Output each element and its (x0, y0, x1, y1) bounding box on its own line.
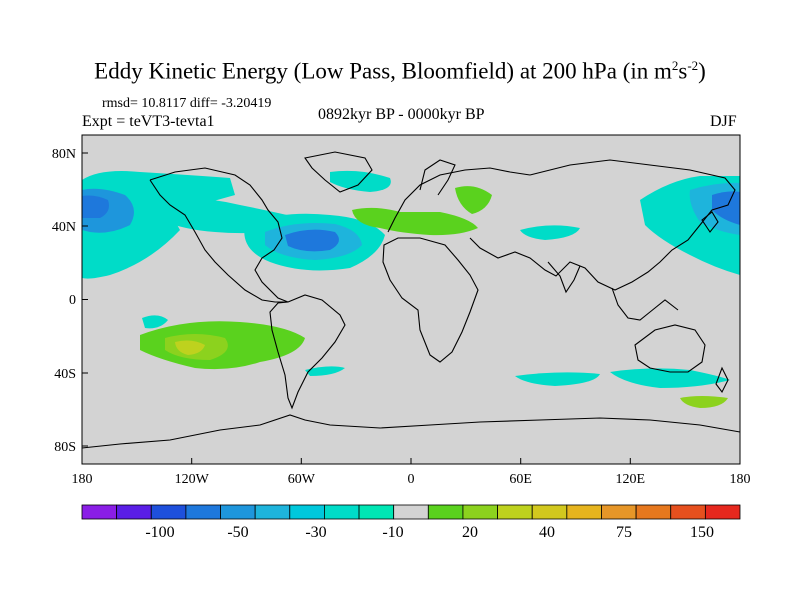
colorbar-box (566, 504, 602, 520)
lon-tick-marks (81, 458, 741, 464)
colorbar-box (220, 504, 256, 520)
coastline-africa (382, 237, 479, 363)
colorbar-label: -100 (145, 524, 174, 541)
lon-tick-label: 60W (288, 472, 316, 487)
coastline-antarctica (81, 414, 741, 449)
lon-tick-label: 60E (509, 472, 532, 487)
colorbar-box (704, 504, 741, 520)
colorbar-label: 75 (616, 524, 632, 541)
colorbar-box (531, 504, 568, 520)
colorbar-box (427, 504, 464, 520)
colorbar-labels: -100 -50 -30 -10 20 40 75 150 (145, 524, 714, 541)
rmsd-diff-stats: rmsd= 10.8117 diff= -3.20419 (102, 96, 272, 111)
lon-tick-label: 120E (616, 472, 646, 487)
colorbar-box (497, 504, 533, 520)
anomaly-north-pacific-core2 (82, 195, 109, 218)
colorbar-box (150, 504, 187, 520)
colorbar-box (324, 504, 360, 520)
lon-tick-label: 0 (408, 472, 415, 487)
colorbar-label: 40 (539, 524, 555, 541)
colorbar-label: 150 (690, 524, 714, 541)
experiment-label: Expt = teVT3-tevta1 (82, 113, 215, 130)
coastline-australia (634, 324, 706, 373)
colorbar-box (635, 504, 672, 520)
lat-tick-label: 80S (54, 440, 76, 455)
coastline-southeast-asia (611, 287, 679, 321)
coastline-north-america-west (149, 179, 288, 303)
coastline-europe (387, 167, 531, 233)
anomaly-west-pacific-core (712, 191, 740, 225)
lon-tick-label: 180 (730, 472, 751, 487)
anomaly-indian-ocean (515, 372, 600, 386)
lon-tick-label: 120W (175, 472, 210, 487)
colorbar-box (462, 504, 498, 520)
coastline-new-zealand (715, 366, 729, 394)
colorbar-box (81, 504, 118, 520)
lat-tick-label: 0 (69, 293, 76, 308)
coastline-north-america (149, 167, 289, 303)
coastline-india (547, 261, 581, 294)
coastline-scandinavia (419, 159, 456, 196)
colorbar-box (116, 504, 152, 520)
colorbar-label: -30 (305, 524, 326, 541)
anomaly-eastern-europe (455, 186, 492, 214)
colorbar-label: 20 (462, 524, 478, 541)
anomaly-shading (82, 170, 740, 408)
anomaly-tasman-positive (680, 396, 728, 408)
chart-title: Eddy Kinetic Energy (Low Pass, Bloomfiel… (94, 58, 706, 84)
colorbar-label: -10 (382, 524, 403, 541)
lat-tick-label: 80N (52, 147, 76, 162)
colorbar-box (289, 504, 325, 520)
colorbar-box (185, 504, 221, 520)
anomaly-mediterranean (352, 207, 478, 236)
anomaly-greenland (330, 170, 391, 192)
lat-tick-label: 40S (54, 367, 76, 382)
coastlines (81, 151, 741, 449)
colorbar-box (601, 504, 637, 520)
lat-tick-marks (82, 152, 88, 447)
lat-tick-label: 40N (52, 220, 76, 235)
coastline-japan (701, 211, 719, 233)
anomaly-southern-atlantic (305, 366, 345, 376)
anomaly-south-pacific-west (142, 315, 168, 329)
lon-tick-label: 180 (72, 472, 93, 487)
anomaly-north-atlantic-core (285, 229, 339, 252)
colorbar-box (670, 504, 706, 520)
season-label: DJF (710, 113, 737, 130)
colorbar-box (393, 504, 429, 520)
anomaly-south-of-australia (610, 368, 730, 388)
coastline-greenland (304, 151, 373, 193)
anomaly-middle-east (520, 225, 580, 240)
colorbar-box (358, 504, 395, 520)
coastline-south-america (269, 294, 346, 410)
colorbar-label: -50 (227, 524, 248, 541)
anomaly-south-pacific-core (175, 340, 205, 355)
coastline-asia (469, 159, 736, 291)
colorbar (81, 504, 741, 520)
colorbar-box (254, 504, 291, 520)
period-label: 0892kyr BP - 0000kyr BP (318, 106, 485, 123)
